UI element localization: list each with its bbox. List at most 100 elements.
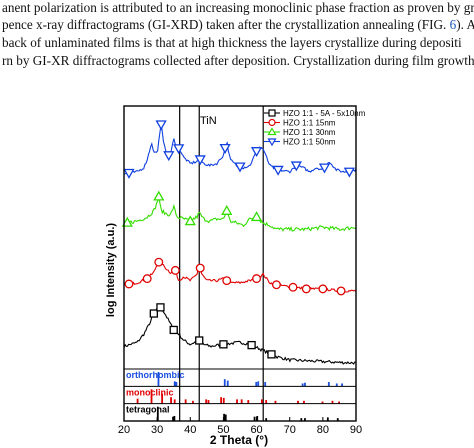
paper-text-line-2-start: pence x-ray diffractograms (GI-XRD) take…	[2, 17, 450, 32]
ref-bar-monoclinic-15	[260, 399, 263, 404]
series-1-marker-4	[195, 336, 204, 345]
series-1-marker-1	[149, 309, 158, 318]
series-4-marker-4	[173, 144, 185, 155]
ref-bar-tetragonal-3	[173, 415, 176, 421]
series-4-marker-2	[155, 120, 167, 131]
main-plot-area	[121, 106, 357, 421]
ref-bar-tetragonal-1	[156, 406, 159, 421]
ref-bar-tetragonal-9	[300, 418, 303, 421]
series-2-marker-9	[288, 282, 298, 292]
series-2-marker-8	[272, 280, 281, 290]
series-1-marker-2	[156, 303, 165, 312]
ref-bar-orthorhombic-3	[175, 382, 178, 387]
ref-bar-monoclinic-22	[338, 401, 340, 404]
ref-label-monoclinic: monoclinic	[126, 387, 174, 397]
series-line-3	[123, 196, 357, 232]
y-axis-label: log Intensity (a.u.)	[105, 223, 117, 317]
legend-marker-4	[267, 138, 277, 147]
x-axis-label: 2 Theta (°)	[210, 433, 268, 447]
ref-bar-orthorhombic-13	[341, 383, 343, 387]
x-tick-label-30: 30	[151, 424, 163, 436]
series-4-marker-10	[290, 161, 302, 172]
paper-text-line-3-content: back of unlaminated films is that at hig…	[2, 35, 462, 50]
series-line-1	[123, 306, 357, 365]
paper-text-line-2: pence x-ray diffractograms (GI-XRD) take…	[2, 17, 474, 33]
series-3-marker-3	[184, 215, 196, 226]
ref-bar-monoclinic-2	[150, 389, 153, 404]
series-2-marker-5	[195, 263, 205, 273]
series-2-marker-11	[318, 284, 328, 294]
figure-6-link[interactable]: 6	[449, 17, 457, 32]
x-tick-label-40: 40	[184, 424, 196, 436]
series-3-marker-4	[221, 204, 233, 215]
ref-bar-tetragonal-4	[223, 413, 225, 421]
ref-bar-orthorhombic-2	[173, 381, 176, 387]
ref-bar-monoclinic-20	[321, 401, 324, 404]
ref-bar-monoclinic-18	[297, 400, 299, 404]
series-1-marker-6	[247, 340, 256, 350]
series-4-marker-9	[272, 165, 284, 176]
x-tick-label-70: 70	[284, 424, 296, 436]
series-2-marker-6	[222, 276, 232, 286]
x-tick-label-50: 50	[217, 424, 229, 436]
series-2-marker-4	[170, 265, 180, 275]
ref-bar-monoclinic-16	[265, 400, 268, 404]
ref-bar-tetragonal-10	[304, 418, 306, 421]
series-4-marker-7	[234, 162, 246, 173]
ref-label-orthorhombic: orthorhombic	[126, 370, 185, 380]
ref-bar-orthorhombic-8	[264, 382, 267, 387]
x-tick-label-60: 60	[250, 424, 262, 436]
ref-bar-orthorhombic-7	[257, 381, 260, 387]
series-4-marker-3	[163, 151, 175, 162]
paper-text-line-2-end: ). Ar	[456, 17, 474, 32]
ref-label-tetragonal: tetragonal	[126, 405, 170, 415]
ref-bar-monoclinic-17	[274, 400, 277, 404]
ref-bar-orthorhombic-1	[157, 372, 160, 387]
series-1-marker-3	[169, 325, 178, 335]
ref-bar-monoclinic-1	[136, 398, 139, 404]
ref-bar-monoclinic-5	[173, 399, 176, 404]
series-2-marker-10	[301, 284, 311, 294]
series-4-marker-1	[123, 168, 135, 179]
ref-bar-tetragonal-11	[326, 417, 329, 421]
ref-bar-monoclinic-4	[170, 397, 172, 404]
series-4-marker-8	[250, 147, 263, 158]
ref-bar-monoclinic-14	[247, 400, 250, 404]
ref-bar-monoclinic-12	[236, 399, 238, 404]
ref-bar-monoclinic-21	[331, 400, 334, 404]
legend-label-3: HZO 1:1 30nm	[283, 128, 336, 137]
series-4-marker-12	[343, 167, 355, 178]
reference-patterns-area: orthorhombic monoclinic tetragonal	[124, 368, 356, 421]
series-3-marker-1	[121, 216, 133, 227]
plot-frame	[123, 105, 357, 422]
series-3-marker-2	[153, 190, 165, 201]
ref-bar-monoclinic-11	[222, 397, 225, 404]
series-1-marker-5	[219, 340, 228, 349]
ref-bar-tetragonal-7	[256, 415, 259, 421]
legend-marker-2	[268, 118, 276, 127]
ref-bar-monoclinic-7	[192, 400, 194, 404]
paper-text-line-4: rn by GI-XR diffractograms collected aft…	[2, 53, 474, 69]
ref-bar-tetragonal-2	[172, 416, 174, 421]
paper-text-line-1-content: anent polarization is attributed to an i…	[2, 0, 474, 15]
series-line-2	[123, 259, 357, 293]
ref-bar-orthorhombic-6	[255, 382, 258, 387]
ref-bar-tetragonal-8	[265, 418, 268, 421]
legend-label-1: HZO 1:1 - 5A - 5x10nm	[283, 109, 366, 118]
legend-label-4: HZO 1:1 50nm	[283, 138, 336, 147]
ref-bar-tetragonal-6	[253, 416, 256, 421]
ref-bar-monoclinic-6	[184, 399, 187, 404]
series-4-marker-6	[219, 143, 231, 154]
legend-marker-1	[268, 109, 276, 117]
series-4-marker-5	[194, 155, 206, 166]
series-2-marker-1	[124, 279, 134, 289]
paper-text-line-3: back of unlaminated films is that at hig…	[2, 35, 474, 51]
ref-bar-orthorhombic-5	[226, 380, 229, 387]
chart-axes: 20 30 40 50 60 70 80 90	[118, 105, 362, 436]
ref-bar-tetragonal-5	[224, 414, 227, 421]
x-tick-label-20: 20	[118, 424, 130, 436]
series-2-marker-12	[336, 286, 346, 296]
ref-bar-monoclinic-8	[205, 399, 208, 404]
